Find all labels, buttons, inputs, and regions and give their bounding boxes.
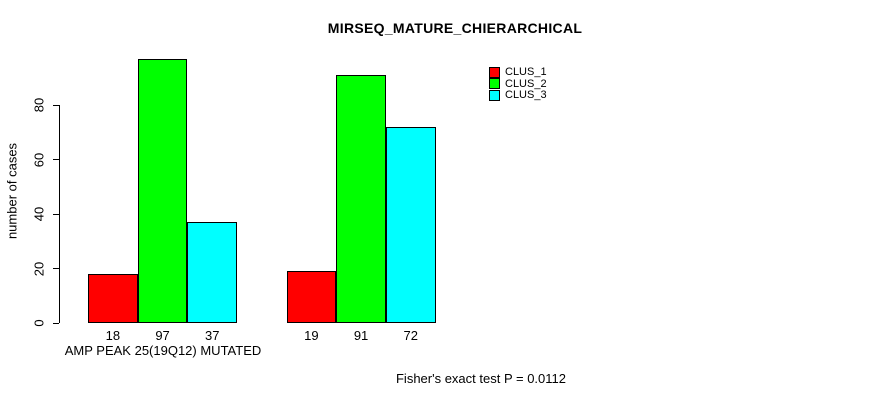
y-axis-line	[59, 105, 60, 323]
bar-value-label: 72	[403, 327, 418, 343]
legend-swatch-clus_2	[489, 78, 500, 90]
y-tick-label: 0	[31, 319, 47, 327]
legend-label: CLUS_3	[505, 89, 547, 102]
legend-swatch-clus_3	[489, 89, 500, 101]
y-tick-label: 40	[31, 206, 47, 222]
bar-value-label: 37	[205, 327, 220, 343]
bar-clus_1-group2	[286, 271, 337, 323]
fisher-test-annotation: Fisher's exact test P = 0.0112	[395, 371, 567, 386]
bar-clus_1-group1	[88, 273, 138, 323]
y-tick-mark	[53, 213, 59, 215]
y-tick-mark	[53, 159, 59, 160]
bar-value-label: 97	[155, 327, 170, 343]
y-tick-label: 80	[31, 97, 47, 113]
bar-clus_2-group1	[137, 58, 188, 323]
legend-label: CLUS_2	[505, 77, 547, 90]
y-tick-label: 20	[31, 261, 47, 276]
bar-value-label: 19	[304, 327, 319, 343]
chart-title: MIRSEQ_MATURE_CHIERARCHICAL	[327, 20, 583, 36]
legend-swatch-clus_1	[489, 66, 500, 78]
x-axis-label: AMP PEAK 25(19Q12) MUTATED	[64, 343, 262, 358]
y-tick-mark	[53, 104, 59, 106]
bar-value-label: 18	[105, 327, 121, 343]
bar-clus_3-group2	[385, 126, 436, 323]
y-axis-label: number of cases	[4, 142, 20, 240]
y-tick-mark	[53, 268, 59, 269]
y-tick-label: 60	[31, 152, 47, 167]
y-tick-mark	[53, 322, 59, 324]
bar-value-label: 91	[353, 327, 369, 343]
legend-label: CLUS_1	[505, 66, 547, 78]
bar-clus_3-group1	[187, 222, 238, 323]
bar-clus_2-group2	[336, 75, 386, 323]
